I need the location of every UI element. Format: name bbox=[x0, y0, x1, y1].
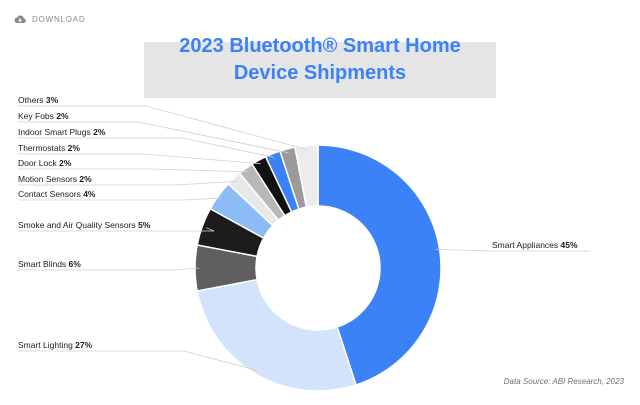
slice-smart-lighting bbox=[196, 278, 357, 392]
label-text: Motion Sensors 2% bbox=[18, 174, 92, 184]
title-band bbox=[144, 42, 496, 98]
leader-line bbox=[435, 248, 590, 252]
chart-title: 2023 Bluetooth® Smart Home Device Shipme… bbox=[0, 33, 640, 87]
chart-title-line-1: 2023 Bluetooth® Smart Home bbox=[179, 35, 461, 57]
label-others: Others 3% bbox=[18, 95, 307, 150]
label-contact-sensors: Contact Sensors 4% bbox=[18, 189, 222, 201]
leader-line bbox=[18, 168, 249, 173]
label-motion-sensors: Motion Sensors 2% bbox=[18, 174, 237, 186]
label-text: Thermostats 2% bbox=[18, 143, 80, 153]
leader-line bbox=[18, 267, 200, 271]
leader-line bbox=[18, 227, 215, 232]
label-text: Indoor Smart Plugs 2% bbox=[18, 127, 106, 137]
label-text: Key Fobs 2% bbox=[18, 111, 69, 121]
cloud-download-icon bbox=[14, 14, 26, 24]
label-text: Smart Appliances 45% bbox=[492, 240, 578, 250]
leader-line bbox=[18, 137, 275, 158]
label-smart-blinds: Smart Blinds 6% bbox=[18, 259, 200, 271]
label-text: Others 3% bbox=[18, 95, 59, 105]
slice-smart-appliances bbox=[317, 144, 442, 386]
label-smoke-and-air-quality-sensors: Smoke and Air Quality Sensors 5% bbox=[18, 220, 215, 232]
label-text: Contact Sensors 4% bbox=[18, 189, 96, 199]
leader-line bbox=[18, 180, 237, 186]
label-key-fobs: Key Fobs 2% bbox=[18, 111, 289, 154]
chart-title-line-2: Device Shipments bbox=[233, 62, 407, 84]
label-indoor-smart-plugs: Indoor Smart Plugs 2% bbox=[18, 127, 275, 158]
label-smart-appliances: Smart Appliances 45% bbox=[435, 240, 590, 252]
leader-line bbox=[18, 197, 222, 201]
leader-line bbox=[18, 105, 307, 150]
leader-line bbox=[18, 350, 258, 371]
label-door-lock: Door Lock 2% bbox=[18, 158, 249, 173]
leader-line bbox=[18, 121, 289, 154]
download-button[interactable]: DOWNLOAD bbox=[14, 14, 86, 24]
label-smart-lighting: Smart Lighting 27% bbox=[18, 340, 258, 371]
label-text: Door Lock 2% bbox=[18, 158, 72, 168]
label-thermostats: Thermostats 2% bbox=[18, 143, 261, 165]
label-text: Smoke and Air Quality Sensors 5% bbox=[18, 220, 151, 230]
leader-line bbox=[18, 153, 261, 165]
label-text: Smart Blinds 6% bbox=[18, 259, 81, 269]
label-text: Smart Lighting 27% bbox=[18, 340, 93, 350]
slice-others bbox=[294, 144, 319, 208]
download-label: DOWNLOAD bbox=[32, 14, 86, 24]
data-source: Data Source: ABI Research, 2023 bbox=[503, 377, 624, 386]
